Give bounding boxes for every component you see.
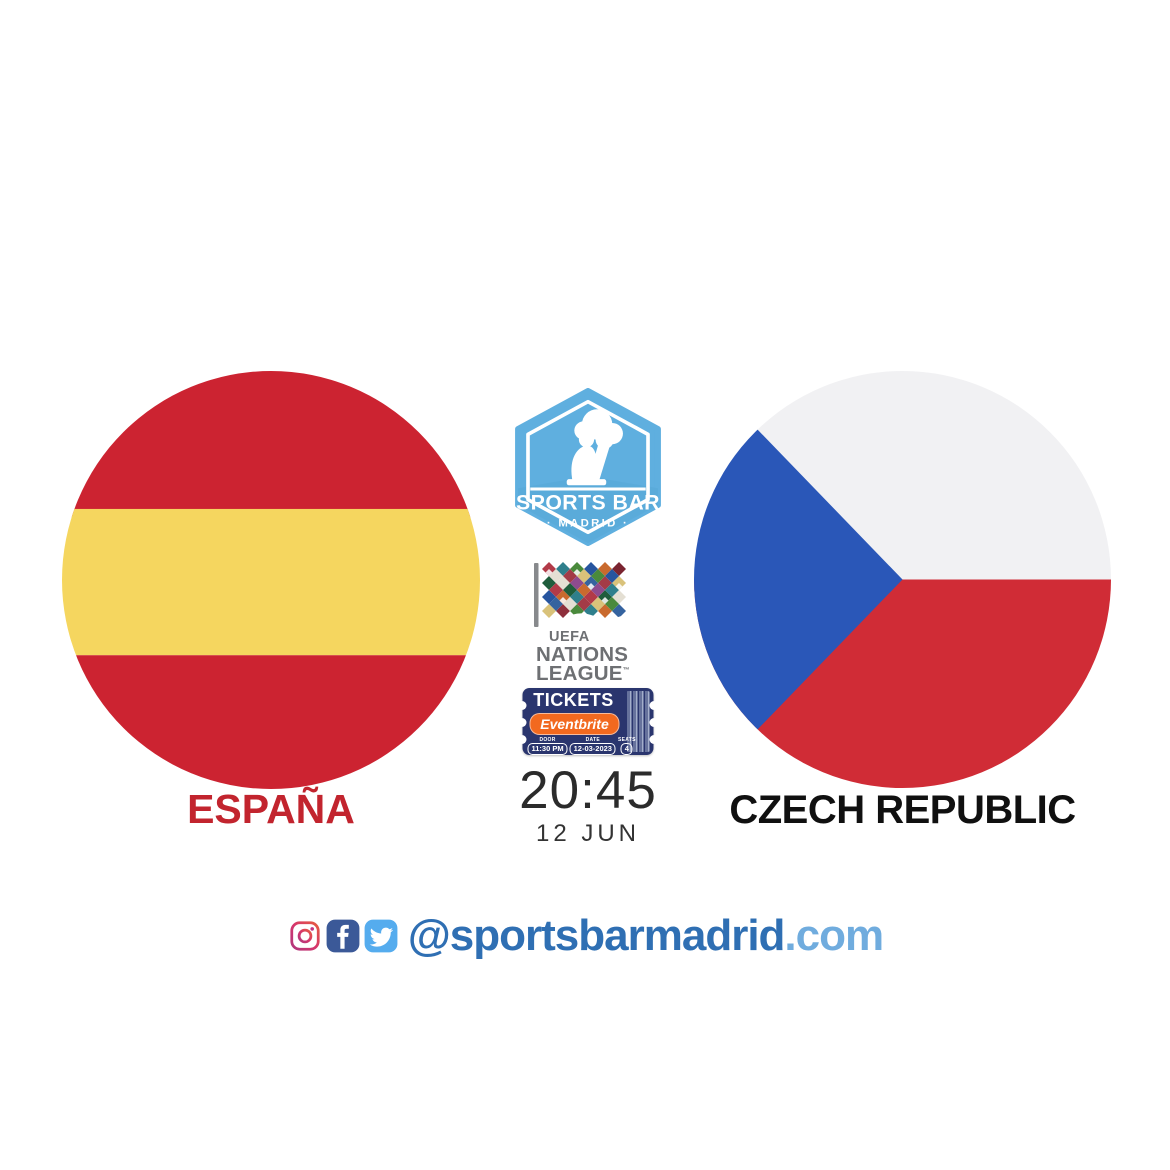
ticket-field-seats: SEATS 4 — [618, 737, 636, 755]
nations-text: NATIONS — [536, 642, 629, 666]
czech-republic-flag — [694, 371, 1111, 788]
spain-flag — [62, 371, 480, 789]
ticket-fields: DOOR 11:30 PM DATE 12-03-2023 SEATS 4 — [527, 737, 636, 755]
league-text: LEAGUE™ — [536, 662, 645, 686]
eventbrite-label: Eventbrite — [529, 713, 620, 735]
uefa-nations-league-logo: UEFA NATIONS LEAGUE™ — [531, 562, 645, 684]
away-team-name: CZECH REPUBLIC — [729, 788, 1076, 832]
door-label: DOOR — [539, 737, 556, 743]
seats-value: 4 — [620, 743, 633, 755]
ticket-notch — [517, 735, 527, 744]
sports-bar-madrid-logo-icon: SPORTS BAR · MADRID · — [515, 388, 661, 546]
ticket-notch — [649, 735, 659, 744]
social-handle: @sportsbarmadrid — [407, 911, 786, 960]
ticket-notch — [649, 701, 659, 710]
uefa-nations-league-flag-icon — [534, 562, 626, 627]
ticket-title: TICKETS — [533, 690, 614, 710]
footer-social-row: @sportsbarmadrid.com — [0, 910, 1170, 962]
spain-flag-icon — [62, 371, 480, 789]
ticket-field-door: DOOR 11:30 PM — [527, 737, 568, 755]
ticket-field-date: DATE 12-03-2023 — [569, 737, 616, 755]
uefa-nations-league-wordmark: UEFA NATIONS LEAGUE™ — [531, 629, 645, 686]
kickoff-date: 12 JUN — [535, 820, 641, 847]
instagram-icon[interactable] — [287, 918, 323, 954]
ticket-notch — [517, 718, 527, 727]
venue-city: · MADRID · — [547, 517, 629, 529]
twitter-icon[interactable] — [363, 918, 399, 954]
czech-republic-flag-icon — [694, 371, 1111, 788]
trademark-symbol: ™ — [622, 667, 630, 675]
home-team-name: ESPAÑA — [187, 786, 355, 832]
ticket-barcode — [625, 691, 651, 752]
kickoff-time: 20:45 — [519, 761, 657, 820]
venue-name: SPORTS BAR — [516, 491, 660, 515]
date-value: 12-03-2023 — [569, 743, 616, 755]
seats-label: SEATS — [617, 737, 636, 743]
uefa-org-text: UEFA — [549, 629, 590, 645]
ticket-notch — [517, 701, 527, 710]
footer-website-link[interactable]: @sportsbarmadrid.com — [407, 911, 884, 960]
ticket-notch — [649, 718, 659, 727]
door-value: 11:30 PM — [527, 743, 568, 755]
date-label: DATE — [585, 737, 601, 743]
sports-bar-madrid-badge: SPORTS BAR · MADRID · — [512, 388, 664, 546]
website-domain: .com — [784, 911, 884, 960]
bear-statue-icon — [566, 409, 623, 486]
tickets-eventbrite-badge[interactable]: TICKETS Eventbrite DOOR 11:30 PM DATE 12… — [517, 688, 659, 755]
facebook-icon[interactable] — [325, 918, 361, 954]
league-word: LEAGUE — [536, 662, 623, 686]
